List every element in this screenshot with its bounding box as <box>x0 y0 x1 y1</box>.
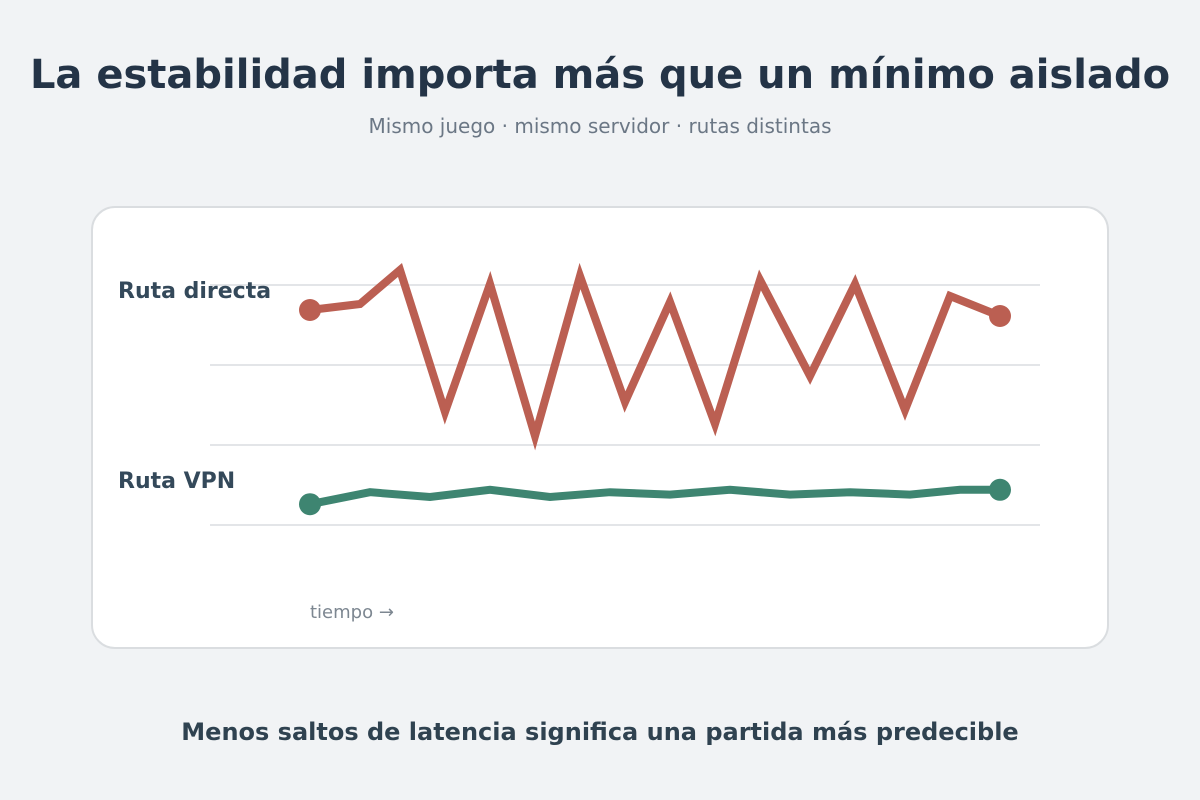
x-axis-label: tiempo → <box>310 602 394 623</box>
series-label: Ruta VPN <box>118 469 235 494</box>
chart-card <box>91 206 1109 649</box>
gridlines <box>210 284 1040 526</box>
series-line-ruta-vpn <box>306 485 1004 509</box>
series-label: Ruta directa <box>118 279 271 304</box>
series-end-point <box>989 305 1011 327</box>
series-end-point <box>989 478 1011 501</box>
series-labels: Ruta directa Ruta VPN <box>118 279 271 494</box>
series-start-point <box>299 299 321 321</box>
series-layer <box>299 262 1011 516</box>
chart-subtitle: Mismo juego · mismo servidor · rutas dis… <box>368 114 832 138</box>
footer-caption: Menos saltos de latencia significa una p… <box>181 718 1019 746</box>
chart-title: La estabilidad importa más que un mínimo… <box>29 52 1171 98</box>
series-line-ruta-directa <box>306 262 1004 451</box>
series-start-point <box>299 493 321 516</box>
